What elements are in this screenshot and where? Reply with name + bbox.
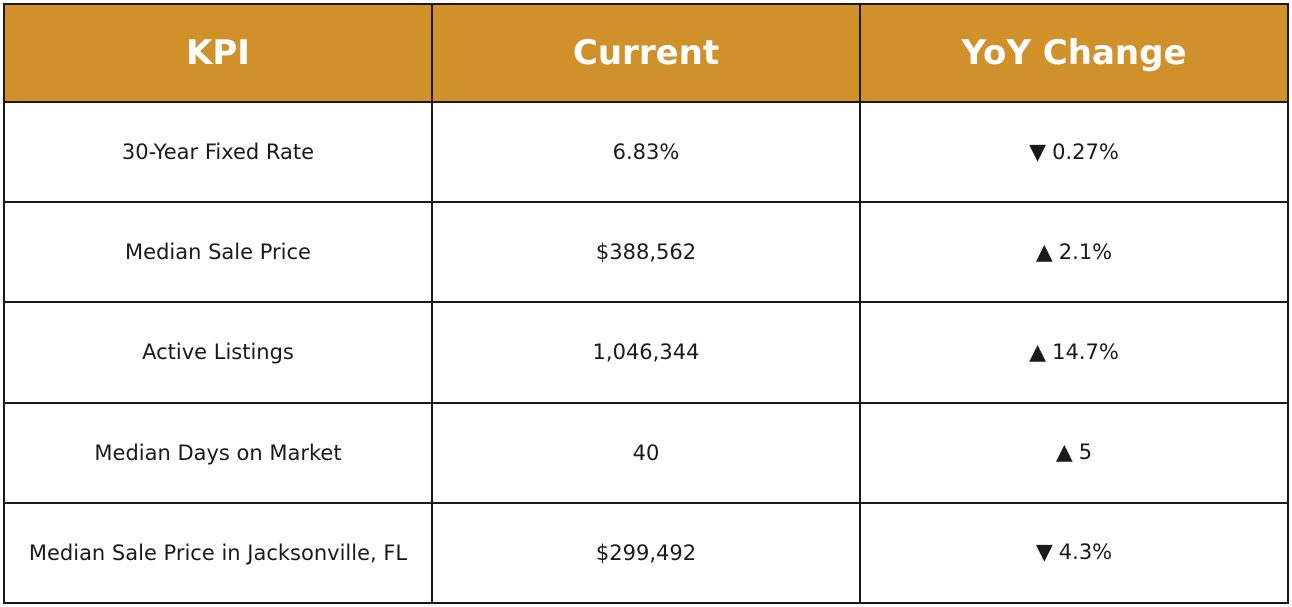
table-body: 30-Year Fixed Rate 6.83% ▼ 0.27% Median S… [3, 100, 1289, 605]
table-row: Median Days on Market 40 ▲ 5 [3, 401, 1289, 504]
current-value-cell: 40 [431, 401, 861, 504]
table-row: Median Sale Price $388,562 ▲ 2.1% [3, 201, 1289, 304]
up-arrow-icon: ▲ [1029, 339, 1047, 365]
up-arrow-icon: ▲ [1035, 239, 1053, 265]
yoy-change-cell: ▼ 4.3% [859, 501, 1289, 605]
yoy-change-value: 2.1% [1058, 239, 1113, 264]
table-row: Active Listings 1,046,344 ▲ 14.7% [3, 301, 1289, 404]
down-arrow-icon: ▼ [1035, 540, 1053, 566]
table-header: KPI Current YoY Change [3, 3, 1289, 103]
yoy-change-cell: ▼ 0.27% [859, 100, 1289, 204]
kpi-name-cell: Median Sale Price in Jacksonville, FL [3, 501, 433, 605]
kpi-name-cell: Active Listings [3, 301, 433, 404]
yoy-change-value: 5 [1078, 440, 1093, 465]
table-row: Median Sale Price in Jacksonville, FL $2… [3, 501, 1289, 605]
up-arrow-icon: ▲ [1055, 440, 1073, 466]
yoy-change-cell: ▲ 2.1% [859, 201, 1289, 304]
current-value-cell: $299,492 [431, 501, 861, 605]
down-arrow-icon: ▼ [1029, 139, 1047, 165]
yoy-change-value: 14.7% [1052, 339, 1119, 364]
kpi-name-cell: Median Sale Price [3, 201, 433, 304]
header-yoy-change: YoY Change [859, 3, 1289, 103]
current-value-cell: 6.83% [431, 100, 861, 204]
current-value-cell: 1,046,344 [431, 301, 861, 404]
header-current: Current [431, 3, 861, 103]
kpi-table: KPI Current YoY Change 30-Year Fixed Rat… [3, 3, 1289, 605]
current-value-cell: $388,562 [431, 201, 861, 304]
yoy-change-cell: ▲ 14.7% [859, 301, 1289, 404]
kpi-name-cell: Median Days on Market [3, 401, 433, 504]
kpi-name-cell: 30-Year Fixed Rate [3, 100, 433, 204]
header-kpi: KPI [3, 3, 433, 103]
yoy-change-cell: ▲ 5 [859, 401, 1289, 504]
header-row: KPI Current YoY Change [3, 3, 1289, 103]
yoy-change-value: 4.3% [1058, 540, 1113, 565]
table-row: 30-Year Fixed Rate 6.83% ▼ 0.27% [3, 100, 1289, 204]
yoy-change-value: 0.27% [1052, 139, 1119, 164]
